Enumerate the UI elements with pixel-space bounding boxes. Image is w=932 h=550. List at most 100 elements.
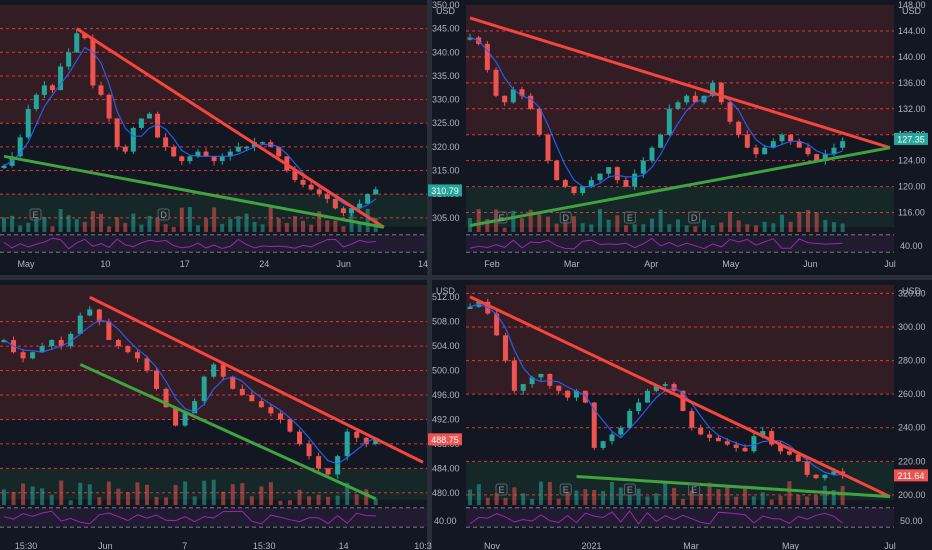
earnings-marker-label: D [562, 213, 569, 223]
candle-body [520, 384, 526, 391]
candle-body [573, 390, 579, 398]
volume-bar [743, 488, 748, 505]
volume-bar [840, 223, 845, 232]
earnings-marker-box [495, 483, 508, 496]
candle-body [582, 390, 588, 403]
volume-bar [719, 222, 724, 232]
horizontal-divider [0, 275, 932, 280]
candle-body [373, 189, 379, 195]
rsi-axis-tick-label: 40.00 [900, 241, 923, 251]
volume-bar [547, 481, 552, 505]
candle-body [707, 434, 713, 438]
candle-body [762, 147, 768, 155]
candle-body [324, 194, 330, 199]
candle-body [68, 333, 74, 347]
resistance-trendline [469, 295, 891, 498]
volume-bar [689, 490, 694, 505]
volume-bar [485, 219, 490, 232]
volume-bar [26, 222, 31, 232]
candle-body [804, 461, 810, 475]
volume-bar [154, 496, 159, 505]
candle-body [49, 340, 55, 347]
volume-bar [139, 224, 144, 232]
volume-bar [144, 484, 149, 505]
y-axis-tick-label: 300.00 [898, 322, 926, 332]
volume-bar [597, 208, 602, 232]
volume-bar [365, 208, 370, 232]
candle-body [66, 52, 72, 67]
candle-body [588, 180, 594, 187]
candle-body [769, 431, 775, 445]
candle-body [644, 390, 650, 403]
candle-body [58, 66, 64, 91]
candle-body [484, 43, 490, 70]
volume-bar [252, 221, 257, 232]
candle-body [230, 376, 236, 389]
candle-body [692, 95, 698, 103]
volume-bar [325, 220, 330, 232]
earnings-marker-label: E [691, 485, 697, 495]
volume-bar [571, 216, 576, 232]
volume-bar [675, 219, 680, 232]
x-axis-tick-label: 10:3 [414, 541, 432, 550]
candle-body [373, 437, 379, 444]
volume-bar [727, 211, 732, 232]
currency-label: USD [436, 286, 456, 296]
volume-bar [636, 488, 641, 505]
candle-body [822, 474, 828, 479]
x-axis-tick-label: May [17, 259, 35, 269]
candle-body [277, 413, 283, 420]
candle-body [154, 370, 160, 389]
y-axis-tick-label: 280.00 [898, 356, 926, 366]
candle-body [195, 151, 201, 157]
candle-body [840, 141, 846, 148]
panel-bottom-right: E E E E 320.00 300.00 280.00 260.00 240.00 220.00… [466, 285, 928, 550]
volume-bar [74, 219, 79, 232]
x-axis-tick-label: Mar [683, 541, 699, 550]
volume-bar [736, 220, 741, 232]
candle-body [727, 102, 733, 122]
y-axis-tick-label: 120.00 [898, 182, 926, 192]
candle-body [467, 37, 473, 40]
volume-bar [797, 211, 802, 232]
y-axis-tick-label: 144.00 [898, 26, 926, 36]
y-axis-tick-label: 124.00 [898, 156, 926, 166]
candle-body [770, 141, 776, 148]
earnings-marker-box [688, 211, 701, 224]
candle-body [502, 335, 508, 361]
candle-body [239, 388, 245, 395]
volume-bar [179, 207, 184, 232]
candle-body [511, 360, 517, 391]
earnings-marker-label: E [627, 485, 633, 495]
candle-body [545, 134, 551, 161]
volume-bar [822, 485, 827, 505]
volume-bar [187, 207, 192, 232]
y-axis-tick-label: 330.00 [432, 95, 460, 105]
candle-body [340, 208, 346, 214]
candle-body [814, 154, 820, 161]
volume-bar [693, 226, 698, 232]
volume-bar [164, 497, 169, 505]
volume-bar [2, 489, 6, 505]
y-axis-tick-label: 345.00 [432, 24, 460, 34]
y-axis-tick-label: 484.00 [432, 463, 460, 473]
y-axis-tick-label: 325.00 [432, 118, 460, 128]
volume-bar [615, 215, 620, 232]
volume-bar [583, 489, 588, 505]
candle-body [831, 147, 837, 155]
volume-bar [725, 486, 730, 505]
candle-body [779, 134, 785, 142]
x-axis-tick-label: 15:30 [253, 541, 276, 550]
volume-bar [183, 481, 188, 505]
candle-body [796, 141, 802, 148]
volume-bar [788, 221, 793, 232]
volume-bar [530, 498, 535, 505]
volume-bar [297, 489, 302, 505]
y-axis-tick-label: 305.00 [432, 213, 460, 223]
volume-bar [268, 206, 273, 232]
candle-body [20, 352, 26, 359]
candle-body [571, 186, 577, 194]
volume-bar [645, 496, 650, 505]
volume-bar [563, 221, 568, 232]
